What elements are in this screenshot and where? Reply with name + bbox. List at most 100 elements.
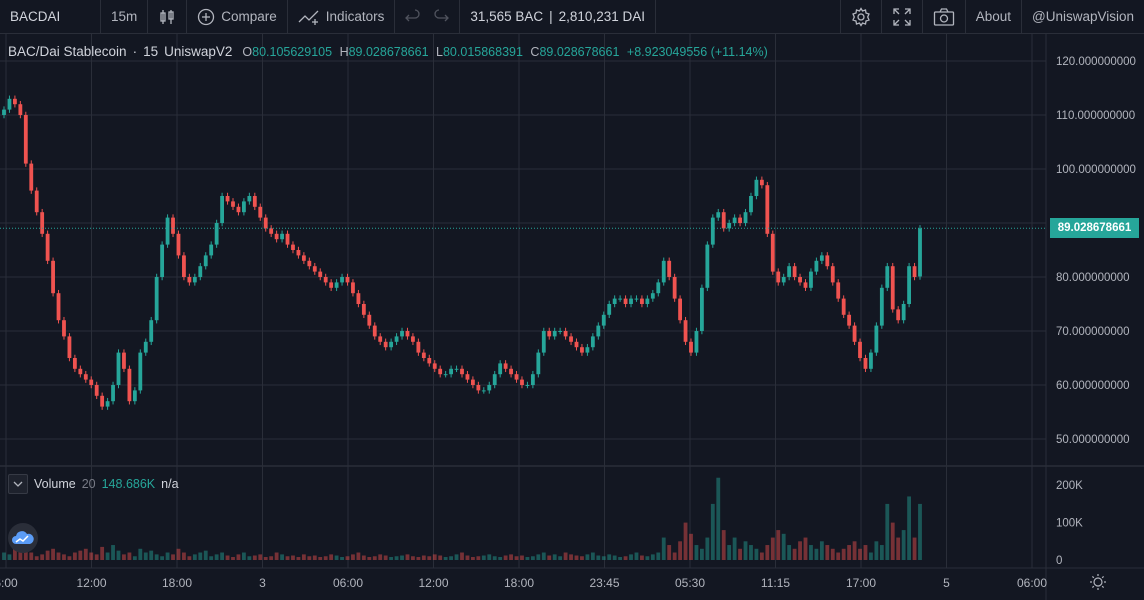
volume-bar [247, 556, 252, 560]
candle-body [601, 314, 606, 326]
legend-ohlc: O80.105629105 H89.028678661 L80.01586839… [242, 45, 767, 59]
uniswap-vision-logo[interactable] [8, 523, 38, 553]
volume-bar [580, 556, 584, 560]
candle-body [83, 374, 88, 380]
candle-body [94, 385, 99, 396]
candle-body [427, 358, 432, 364]
volume-bar [623, 556, 628, 560]
volume-bar [738, 548, 742, 560]
volume-bar [683, 522, 688, 560]
candle-body [803, 282, 808, 288]
candle-body [743, 212, 748, 223]
legend-c-label: C [530, 44, 540, 59]
volume-bar [694, 545, 699, 560]
candle-body [841, 298, 846, 315]
time-tick: 17:00 [846, 576, 876, 590]
fullscreen-button[interactable] [880, 0, 922, 33]
collapse-toggle[interactable] [8, 474, 28, 494]
chart-type-button[interactable] [148, 0, 188, 33]
volume-bar [465, 555, 470, 560]
volume-bar [732, 537, 737, 560]
volume-bar [530, 556, 535, 560]
about-link[interactable]: About [964, 0, 1021, 33]
volume-bar [143, 552, 148, 560]
candle-body [770, 233, 775, 272]
volume-bar [601, 556, 606, 560]
candle-body [547, 331, 552, 337]
volume-bar [814, 548, 819, 560]
settings-button[interactable] [839, 0, 881, 33]
volume-bar [650, 554, 655, 560]
candle-body [563, 331, 568, 337]
legend-interval: 15 [143, 44, 159, 59]
volume-bar [536, 554, 541, 560]
volume-bar [45, 550, 50, 560]
volume-bar [699, 548, 704, 560]
volume-bar [209, 556, 214, 560]
candle-body [590, 336, 595, 348]
volume-bar [618, 557, 623, 560]
candle-body [798, 277, 802, 283]
candle-body [514, 374, 519, 380]
indicators-button[interactable]: Indicators [288, 0, 396, 33]
volume-bar [879, 545, 884, 560]
volume-bar [847, 545, 852, 560]
volume-bar [798, 541, 802, 560]
candle-body [530, 374, 535, 385]
candle-body [738, 217, 742, 223]
volume-bar [716, 477, 721, 560]
candle-body [574, 341, 579, 348]
redo-icon[interactable] [433, 8, 450, 25]
candle-body [847, 314, 852, 326]
candle-body [116, 352, 121, 385]
candle-body [907, 266, 912, 304]
volume-bar [351, 554, 355, 560]
symbol-search[interactable]: BACDAI [0, 0, 101, 33]
compare-button[interactable]: Compare [187, 0, 288, 33]
candle-body [787, 266, 792, 277]
volume-bar [672, 552, 677, 560]
candle-body [149, 320, 154, 342]
candle-body [901, 304, 906, 321]
snapshot-button[interactable] [921, 0, 965, 33]
legend-pair[interactable]: BAC/Dai Stablecoin [8, 44, 127, 59]
volume-bar [525, 557, 530, 560]
volume-bar [858, 548, 862, 560]
volume-bar [841, 548, 846, 560]
volume-bar [192, 554, 197, 560]
volume-bar [727, 545, 732, 560]
candle-body [296, 250, 301, 256]
candle-body [809, 271, 813, 288]
price-chart[interactable]: 120.000000000110.000000000100.0000000009… [0, 34, 1144, 600]
candle-body [476, 385, 481, 391]
axis-settings-icon[interactable] [1090, 574, 1106, 590]
candle-body [879, 287, 884, 326]
volume-bar [825, 545, 830, 560]
candle-body [912, 266, 917, 277]
volume-bar [558, 556, 563, 560]
volume-bar [225, 555, 230, 560]
user-label: @UniswapVision [1031, 9, 1134, 24]
volume-bar [869, 552, 873, 560]
interval-selector[interactable]: 15m [101, 0, 149, 33]
indicators-label: Indicators [325, 9, 385, 24]
time-axis: 6:00 12:00 18:00 3 06:00 12:00 18:00 23:45 05:30… [0, 576, 1047, 590]
candle-body [694, 331, 699, 353]
volume-bar [411, 556, 415, 560]
user-link[interactable]: @UniswapVision [1020, 0, 1144, 33]
undo-icon[interactable] [405, 8, 421, 25]
volume-bar [383, 555, 388, 560]
candle-body [351, 282, 355, 294]
candle-body [111, 385, 115, 402]
volume-bar [678, 541, 683, 560]
candle-body [890, 266, 895, 310]
candle-body [356, 293, 361, 304]
price-tick: 120.000000000 [1056, 56, 1136, 68]
volume-bar [470, 557, 475, 560]
candle-body [896, 309, 901, 321]
candle-body [405, 331, 410, 337]
volume-bar [269, 556, 274, 560]
legend-dot: · [132, 44, 138, 59]
candle-body [699, 287, 704, 331]
volume-bar [787, 545, 792, 560]
